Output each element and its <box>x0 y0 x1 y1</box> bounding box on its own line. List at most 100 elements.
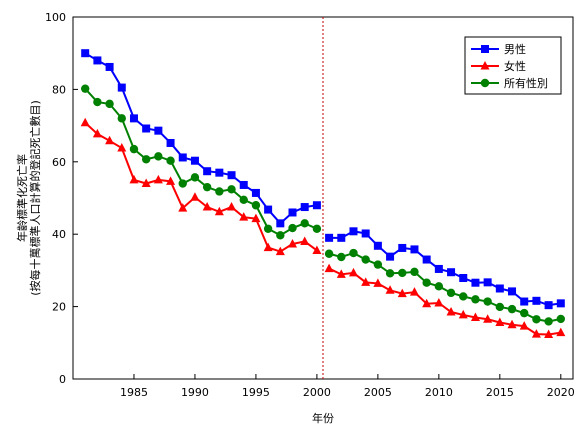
data-point <box>434 264 443 273</box>
data-point <box>459 292 468 301</box>
data-point <box>227 171 236 180</box>
x-axis-title: 年份 <box>312 411 334 425</box>
data-point <box>288 208 297 217</box>
data-point <box>93 97 102 107</box>
x-tick-label: 2020 <box>547 386 575 399</box>
x-axis: 1985 1990 1995 2000 2005 2010 2015 2020 <box>120 374 575 399</box>
y-axis-title: 年齡標準化死亡率 (按每十萬標準人口計算的登記死亡數目) <box>15 100 42 296</box>
data-point <box>105 62 114 71</box>
data-point <box>495 302 505 312</box>
data-point <box>154 152 163 161</box>
data-point <box>556 327 566 337</box>
data-point <box>422 298 432 308</box>
data-point <box>385 269 395 278</box>
y-tick-label: 40 <box>52 228 66 241</box>
data-point <box>263 224 273 233</box>
data-point <box>349 227 358 236</box>
data-point <box>214 206 224 216</box>
series <box>80 117 566 338</box>
data-point <box>80 117 90 127</box>
legend-item: 男性 <box>471 42 526 56</box>
data-point <box>215 187 224 196</box>
data-point <box>410 267 419 277</box>
data-point <box>324 263 334 273</box>
x-tick-label: 2000 <box>303 386 331 399</box>
data-point <box>190 192 200 201</box>
data-point <box>337 233 346 242</box>
data-point <box>544 301 553 310</box>
data-point <box>556 299 565 308</box>
data-point <box>483 278 492 287</box>
data-point <box>227 202 237 211</box>
data-point <box>141 155 151 164</box>
x-tick-label: 2010 <box>425 386 453 399</box>
data-point <box>178 203 188 212</box>
data-point <box>142 124 151 133</box>
data-point <box>190 173 200 182</box>
data-point <box>495 317 505 327</box>
data-point <box>129 114 138 123</box>
data-point <box>480 61 490 70</box>
data-point <box>239 212 249 221</box>
data-point <box>349 248 358 258</box>
data-point <box>312 245 322 254</box>
data-point <box>481 45 489 53</box>
data-point <box>190 156 199 165</box>
series-line <box>329 230 561 307</box>
data-point <box>300 236 310 245</box>
data-point <box>166 176 176 185</box>
data-point <box>276 219 285 228</box>
series <box>80 84 566 326</box>
data-point <box>275 246 285 256</box>
data-point <box>251 201 261 210</box>
legend-label: 所有性別 <box>504 76 548 90</box>
data-point <box>336 269 346 278</box>
x-tick-label: 2005 <box>364 386 392 399</box>
data-point <box>544 329 554 338</box>
data-point <box>166 156 175 165</box>
data-point <box>361 229 370 238</box>
data-point <box>239 195 248 205</box>
data-point <box>507 304 517 314</box>
data-point <box>531 329 541 338</box>
data-point <box>129 144 139 154</box>
y-tick-label: 60 <box>52 156 66 169</box>
data-point <box>520 308 529 318</box>
y-axis-title-line-2: (按每十萬標準人口計算的登記死亡數目) <box>28 100 42 296</box>
data-point <box>288 223 297 233</box>
data-point <box>483 297 492 306</box>
data-point <box>105 99 114 109</box>
data-point <box>519 321 529 330</box>
data-point <box>81 49 90 58</box>
y-tick-label: 80 <box>52 83 66 96</box>
data-point <box>202 202 212 211</box>
data-point <box>422 255 431 264</box>
data-point <box>532 315 541 324</box>
data-point <box>361 255 370 264</box>
data-point <box>483 314 493 323</box>
data-point <box>178 153 187 162</box>
x-tick-label: 2015 <box>486 386 514 399</box>
data-point <box>409 287 419 296</box>
data-point <box>508 287 517 296</box>
data-point <box>92 128 102 138</box>
data-point <box>215 168 224 177</box>
data-point <box>141 178 151 188</box>
y-tick-label: 0 <box>59 373 66 386</box>
data-point <box>288 238 298 248</box>
series-layer <box>80 49 566 338</box>
data-point <box>480 78 490 88</box>
data-point <box>312 224 322 233</box>
data-point <box>312 201 321 210</box>
y-tick-label: 20 <box>52 301 66 314</box>
data-point <box>227 185 236 194</box>
data-point <box>446 307 456 316</box>
data-point <box>153 174 163 184</box>
data-point <box>154 126 163 135</box>
y-axis-title-line-1: 年齡標準化死亡率 <box>15 154 29 242</box>
data-point <box>385 285 395 294</box>
data-point <box>495 284 504 293</box>
series <box>81 49 565 310</box>
data-point <box>434 297 444 307</box>
